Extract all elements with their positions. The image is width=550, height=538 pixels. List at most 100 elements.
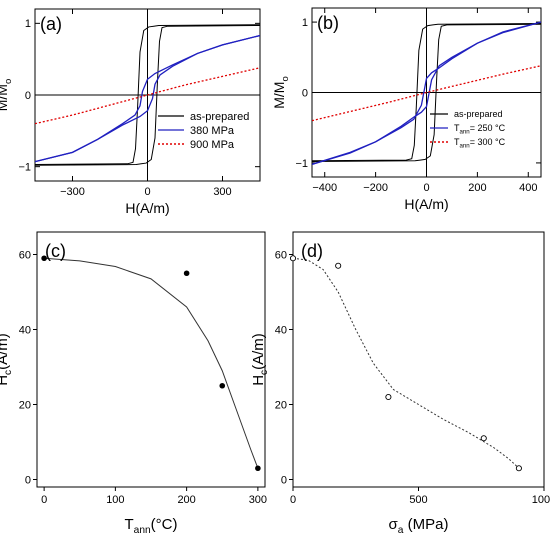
legend-entry-2-sub: ann	[460, 143, 470, 150]
legend-entry-2-tail: = 300 °C	[470, 137, 506, 147]
data-points	[41, 255, 261, 472]
data-point	[385, 393, 392, 401]
panel-a: −300 0 300 −1 0 1 (a) H(A/m) M/Mo as-prepared 380 …	[0, 8, 261, 216]
x-ticks: 0 100 200 300	[41, 487, 267, 506]
y-axis-label-tail: (A/m)	[250, 333, 267, 370]
x-axis-label: Tann(°C)	[125, 516, 178, 536]
x-tick-label: 100	[106, 494, 124, 506]
x-tick-label: 200	[177, 494, 195, 506]
legend-entry-1-main: T	[454, 123, 460, 133]
series-line-0	[35, 24, 260, 166]
panel-label: (c)	[45, 241, 66, 261]
y-axis-label-sub: o	[3, 79, 14, 84]
x-ticks: −400 −200 0 200 400	[312, 8, 537, 194]
data-point	[255, 465, 261, 472]
x-tick-label: 300	[213, 186, 231, 198]
x-tick-label: −400	[312, 182, 337, 194]
panel-b: −400 −200 0 200 400 −1 0 1 (b) H(A/m) M/Mo as-prepa…	[271, 7, 542, 212]
x-tick-label: 0	[41, 494, 47, 506]
y-axis-label: M/Mo	[0, 79, 14, 112]
y-tick-label: −1	[295, 158, 308, 170]
legend-entry-1: 380 MPa	[190, 125, 235, 137]
x-tick-label: 0	[290, 494, 296, 506]
panel-label: (d)	[301, 241, 323, 261]
series-line-0	[312, 23, 541, 163]
x-tick-label: 400	[519, 182, 537, 194]
legend-entry-1-tail: = 250 °C	[470, 123, 506, 133]
legend: as-prepared 380 MPa 900 MPa	[158, 111, 249, 151]
series-line-0	[35, 24, 260, 166]
legend-entry-1: Tann= 250 °C	[454, 123, 506, 136]
series-line-2	[312, 65, 541, 122]
y-tick-label: 60	[19, 250, 31, 262]
y-tick-label: 1	[302, 17, 308, 29]
x-tick-label: −200	[363, 182, 388, 194]
x-axis-label: H(A/m)	[125, 200, 169, 216]
x-axis-label-sub: a	[398, 525, 404, 536]
x-tick-label: 0	[144, 186, 150, 198]
series-line-1	[35, 34, 260, 163]
x-axis-label-main: T	[125, 516, 134, 533]
data-point	[480, 435, 487, 442]
series-group	[35, 24, 260, 166]
y-tick-label: −1	[18, 162, 31, 174]
y-tick-label: 20	[19, 400, 31, 412]
y-tick-label: 0	[25, 475, 31, 487]
x-axis-label-tail: (MPa)	[403, 516, 448, 533]
y-axis-label: Hc(A/m)	[0, 333, 14, 386]
x-axis-label-tail: (°C)	[151, 516, 178, 533]
legend-entry-1-sub: ann	[460, 129, 470, 136]
y-tick-label: 20	[275, 400, 287, 412]
series-line-2	[35, 67, 260, 125]
y-axis-label-main: M/M	[271, 82, 287, 109]
y-axis-label-sub: c	[259, 370, 270, 375]
y-ticks: 0 20 40 60	[19, 250, 37, 487]
x-tick-label: 0	[423, 182, 429, 194]
data-point	[335, 262, 342, 269]
x-axis-label-main: σ	[389, 516, 399, 533]
legend-entry-0: as-prepared	[454, 109, 503, 119]
y-tick-label: 0	[25, 90, 31, 102]
series-group	[312, 21, 541, 165]
y-axis-label-main: M/M	[0, 84, 10, 111]
panel-label: (b)	[317, 13, 339, 33]
x-axis-label-sub: ann	[134, 525, 151, 536]
y-axis-label-sub: c	[3, 370, 14, 375]
x-axis-label: H(A/m)	[404, 196, 448, 212]
y-axis-label: Hc(A/m)	[250, 333, 270, 386]
y-axis-label-main: H	[250, 375, 267, 386]
y-axis-label-sub: o	[280, 76, 291, 81]
legend-entry-2: Tann= 300 °C	[454, 137, 506, 150]
y-tick-label: 40	[275, 325, 287, 337]
data-point	[515, 465, 522, 472]
panel-label: (a)	[40, 14, 62, 34]
y-tick-label: 0	[281, 475, 287, 487]
x-tick-label: 300	[249, 494, 267, 506]
data-point	[289, 255, 297, 262]
legend-entry-2-main: T	[454, 137, 460, 147]
y-axis-label-main: H	[0, 375, 11, 386]
legend-entry-2: 900 MPa	[190, 139, 235, 151]
x-tick-label: 200	[468, 182, 486, 194]
y-axis-label: M/Mo	[271, 76, 291, 109]
y-axis-label-tail: (A/m)	[0, 333, 11, 370]
x-tick-label: −300	[60, 186, 85, 198]
fit-curve	[44, 257, 259, 469]
x-tick-label: 500	[409, 494, 427, 506]
x-axis-label: σa (MPa)	[389, 516, 449, 536]
y-tick-label: 60	[275, 250, 287, 262]
plot-frame	[36, 231, 266, 488]
data-point	[183, 270, 190, 277]
y-tick-label: 40	[19, 325, 31, 337]
y-tick-label: 1	[25, 18, 31, 30]
data-point	[41, 255, 47, 262]
legend-entry-0: as-prepared	[190, 111, 249, 123]
data-points	[289, 255, 522, 472]
series-line-0	[312, 22, 541, 162]
